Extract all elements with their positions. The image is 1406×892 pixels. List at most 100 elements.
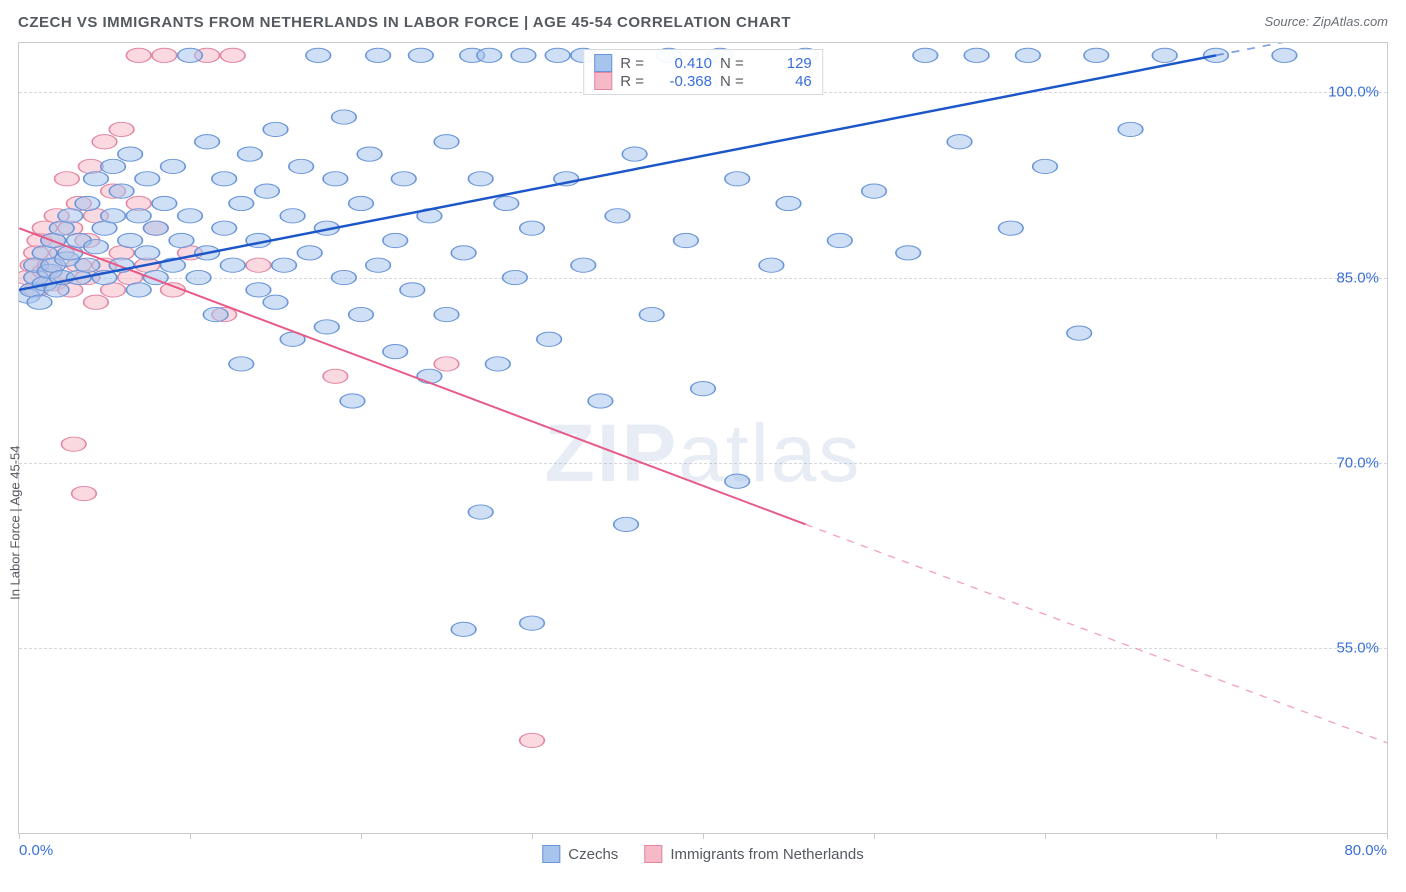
data-point-czechs (101, 159, 126, 173)
data-point-czechs (263, 295, 288, 309)
data-point-netherlands (323, 369, 348, 383)
data-point-netherlands (84, 295, 109, 309)
data-point-czechs (383, 344, 408, 358)
data-point-czechs (143, 221, 168, 235)
data-point-czechs (503, 270, 528, 284)
data-point-czechs (75, 258, 100, 272)
n-label: N = (720, 55, 744, 72)
data-point-czechs (366, 48, 391, 62)
data-point-czechs (947, 135, 972, 149)
data-point-czechs (75, 196, 100, 210)
data-point-czechs (297, 246, 322, 260)
data-point-czechs (152, 196, 177, 210)
x-axis-min-label: 0.0% (19, 842, 53, 859)
regression-line-netherlands (19, 228, 806, 524)
data-point-netherlands (520, 733, 545, 747)
data-point-netherlands (152, 48, 177, 62)
stats-row-czechs: R = 0.410 N = 129 (594, 54, 812, 72)
stats-row-netherlands: R = -0.368 N = 46 (594, 72, 812, 90)
regression-extrapolation-netherlands (806, 524, 1387, 742)
data-point-netherlands (434, 357, 459, 371)
data-point-czechs (314, 320, 339, 334)
data-point-czechs (135, 246, 160, 260)
data-point-czechs (477, 48, 502, 62)
swatch-netherlands (594, 72, 612, 90)
data-point-czechs (468, 172, 493, 186)
x-tick (1045, 833, 1046, 839)
data-point-czechs (1016, 48, 1041, 62)
x-tick (1387, 833, 1388, 839)
legend-item-czechs: Czechs (542, 845, 618, 863)
x-tick (532, 833, 533, 839)
legend-item-netherlands: Immigrants from Netherlands (644, 845, 863, 863)
data-point-czechs (391, 172, 416, 186)
data-point-czechs (537, 332, 562, 346)
data-point-czechs (306, 48, 331, 62)
data-point-czechs (349, 196, 374, 210)
data-point-czechs (323, 172, 348, 186)
data-point-netherlands (72, 486, 97, 500)
n-value-czechs: 129 (752, 55, 812, 72)
data-point-czechs (178, 209, 203, 223)
data-point-czechs (126, 209, 151, 223)
data-point-czechs (195, 135, 220, 149)
data-point-czechs (494, 196, 519, 210)
r-label: R = (620, 55, 644, 72)
data-point-czechs (332, 110, 357, 124)
data-point-czechs (1033, 159, 1058, 173)
data-point-czechs (126, 283, 151, 297)
data-point-netherlands (61, 437, 86, 451)
data-point-czechs (434, 307, 459, 321)
data-point-czechs (605, 209, 630, 223)
data-point-czechs (862, 184, 887, 198)
data-point-czechs (58, 209, 83, 223)
x-tick (703, 833, 704, 839)
data-point-czechs (178, 48, 203, 62)
data-point-czechs (169, 233, 194, 247)
data-point-czechs (614, 517, 639, 531)
x-tick (1216, 833, 1217, 839)
regression-extrapolation-czechs (1216, 43, 1387, 55)
scatter-plot-svg (19, 43, 1387, 833)
data-point-czechs (161, 159, 186, 173)
data-point-czechs (639, 307, 664, 321)
x-tick (190, 833, 191, 839)
data-point-czechs (725, 474, 750, 488)
x-tick (361, 833, 362, 839)
data-point-czechs (691, 382, 716, 396)
data-point-czechs (383, 233, 408, 247)
data-point-czechs (332, 270, 357, 284)
n-label: N = (720, 73, 744, 90)
data-point-czechs (520, 221, 545, 235)
r-label: R = (620, 73, 644, 90)
data-point-czechs (1084, 48, 1109, 62)
data-point-netherlands (79, 159, 104, 173)
x-tick (19, 833, 20, 839)
data-point-czechs (84, 172, 109, 186)
data-point-czechs (896, 246, 921, 260)
r-value-netherlands: -0.368 (652, 73, 712, 90)
data-point-netherlands (220, 48, 245, 62)
data-point-czechs (27, 295, 52, 309)
data-point-czechs (238, 147, 263, 161)
data-point-netherlands (126, 48, 151, 62)
n-value-netherlands: 46 (752, 73, 812, 90)
data-point-czechs (434, 135, 459, 149)
data-point-czechs (451, 246, 476, 260)
data-point-czechs (118, 147, 143, 161)
data-point-czechs (272, 258, 297, 272)
data-point-czechs (588, 394, 613, 408)
data-point-czechs (186, 270, 211, 284)
data-point-czechs (417, 369, 442, 383)
data-point-czechs (101, 209, 126, 223)
data-point-czechs (409, 48, 434, 62)
data-point-netherlands (246, 258, 271, 272)
data-point-czechs (229, 357, 254, 371)
swatch-czechs (594, 54, 612, 72)
x-axis-max-label: 80.0% (1344, 842, 1387, 859)
data-point-czechs (1272, 48, 1297, 62)
data-point-czechs (485, 357, 510, 371)
data-point-czechs (220, 258, 245, 272)
data-point-czechs (280, 209, 305, 223)
data-point-czechs (451, 622, 476, 636)
